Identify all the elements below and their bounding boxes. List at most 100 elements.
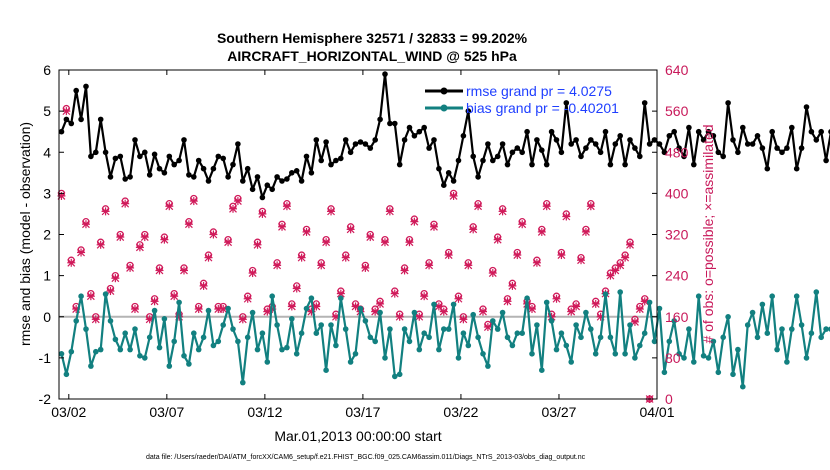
y-axis-left: -2 -1 0 1 2 3 4 5 6	[39, 62, 64, 407]
x-tick-label: 03/27	[541, 404, 576, 420]
obs-assimilated-marker	[537, 227, 546, 236]
obs-assimilated-marker	[77, 248, 86, 257]
bias-point	[583, 309, 589, 316]
bias-point	[558, 330, 565, 337]
bias-point	[97, 346, 104, 353]
bias-point	[504, 334, 511, 341]
rmse-point	[58, 128, 65, 135]
rmse-point	[146, 172, 153, 178]
bias-point	[151, 307, 158, 314]
obs-assimilated-marker	[126, 263, 135, 272]
obs-assimilated-marker	[160, 235, 169, 244]
rmse-point	[195, 157, 202, 164]
obs-assimilated-marker	[577, 256, 586, 265]
bias-point	[293, 351, 300, 357]
bias-point	[784, 359, 790, 365]
rmse-point	[249, 186, 256, 193]
rmse-point	[215, 153, 222, 160]
obs-assimilated-marker	[292, 284, 301, 293]
obs-assimilated-marker	[528, 305, 537, 314]
obs-assimilated-marker	[341, 253, 350, 262]
bias-point	[710, 338, 717, 345]
bias-point	[725, 314, 731, 320]
obs-assimilated-marker	[586, 202, 595, 211]
obs-assimilated-marker	[67, 258, 76, 267]
obs-assimilated-marker	[513, 251, 522, 260]
y-tick-label: 1	[43, 268, 51, 284]
rmse-point	[612, 141, 619, 147]
rmse-point	[725, 100, 731, 106]
obs-assimilated-marker	[204, 253, 213, 262]
rmse-point	[641, 100, 648, 106]
y-tick-label: 2	[43, 227, 51, 243]
bias-point	[176, 299, 182, 306]
rmse-point	[88, 153, 94, 160]
rmse-point	[230, 161, 236, 168]
bias-point	[813, 289, 820, 295]
obs-assimilated-marker	[243, 294, 252, 303]
rmse-point	[284, 176, 290, 182]
obs-assimilated-marker	[449, 191, 458, 200]
rmse-point	[220, 155, 226, 162]
bias-point	[127, 346, 133, 353]
rmse-point	[392, 120, 398, 127]
obs-assimilated-marker	[371, 307, 380, 316]
y-tick-label: 0	[43, 309, 51, 325]
bias-point	[705, 355, 712, 361]
rmse-point	[651, 137, 658, 143]
bias-point	[789, 326, 795, 332]
rmse-point	[73, 87, 79, 94]
rmse-point	[480, 157, 486, 164]
rmse-point	[411, 133, 418, 139]
obs-assimilated-marker	[346, 225, 355, 234]
bias-point	[607, 334, 614, 341]
bias-point	[754, 334, 761, 341]
rmse-point	[656, 141, 663, 147]
rmse-point	[553, 137, 560, 143]
bias-point	[671, 318, 677, 324]
bias-point	[818, 334, 824, 341]
rmse-point	[240, 178, 246, 184]
obs-assimilated-marker	[297, 253, 306, 262]
bias-point	[450, 301, 457, 308]
obs-assimilated-marker	[478, 307, 487, 316]
rmse-point	[813, 137, 820, 143]
y-tick-label: -1	[39, 350, 52, 366]
rmse-point	[244, 165, 251, 172]
obs-assimilated-marker	[508, 281, 517, 290]
obs-assimilated-marker	[101, 207, 110, 216]
rmse-point	[475, 174, 481, 180]
bias-point	[220, 322, 226, 328]
obs-assimilated-marker	[542, 202, 551, 211]
bias-point	[73, 318, 79, 324]
obs-assimilated-marker	[96, 240, 105, 249]
rmse-point	[328, 161, 334, 168]
bias-point	[764, 330, 771, 337]
obs-assimilated-marker	[86, 292, 95, 301]
obs-count-layer	[57, 104, 654, 403]
rmse-point	[132, 137, 138, 143]
rmse-point	[436, 165, 442, 172]
rmse-point	[558, 149, 565, 156]
bias-point	[142, 355, 148, 361]
y2-tick-label: 640	[665, 62, 689, 78]
obs-assimilated-marker	[317, 261, 326, 270]
bias-point	[186, 361, 192, 367]
bias-point	[651, 338, 658, 345]
rmse-point	[774, 145, 780, 151]
bias-point	[509, 342, 516, 349]
rmse-point	[191, 174, 197, 180]
bias-point	[269, 293, 276, 300]
rmse-point	[749, 141, 756, 147]
bias-point	[171, 338, 177, 345]
bias-point	[617, 289, 623, 295]
series-layer	[58, 71, 830, 390]
rmse-point	[769, 128, 775, 135]
obs-assimilated-marker	[459, 315, 468, 324]
bias-point	[333, 342, 339, 349]
bias-point	[759, 301, 766, 308]
rmse-point	[592, 141, 599, 147]
rmse-point	[671, 128, 677, 135]
rmse-point	[730, 137, 736, 143]
bias-point	[695, 293, 702, 300]
